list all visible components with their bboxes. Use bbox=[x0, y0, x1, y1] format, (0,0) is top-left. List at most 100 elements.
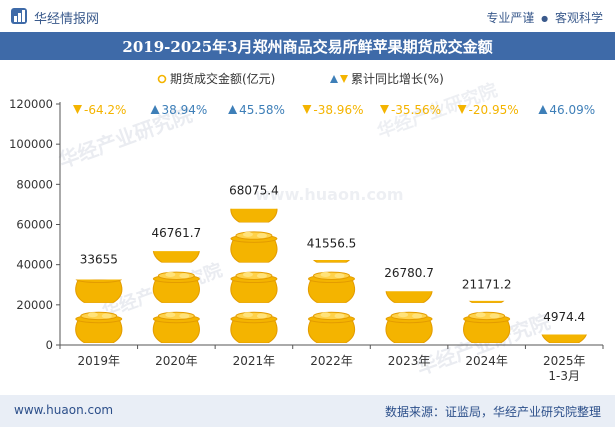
value-label: 41556.5 bbox=[307, 237, 357, 251]
growth-down-arrow bbox=[457, 105, 467, 114]
coin-highlight bbox=[256, 313, 267, 319]
growth-down-arrow bbox=[379, 105, 389, 114]
top-header: 华经情报网 专业严谨 ● 客观科学 bbox=[0, 0, 615, 34]
tagline: 专业严谨 ● 客观科学 bbox=[486, 9, 603, 26]
coin-highlight bbox=[165, 272, 176, 278]
pot-body bbox=[230, 280, 278, 303]
coin-highlight bbox=[101, 313, 112, 319]
coin-highlight bbox=[476, 272, 486, 277]
pot-body bbox=[541, 334, 587, 344]
growth-down-arrow bbox=[302, 105, 312, 114]
value-label: 4974.4 bbox=[543, 310, 585, 324]
growth-down-arrow bbox=[72, 105, 82, 114]
pot-body bbox=[307, 280, 356, 303]
x-tick-label: 2020年 bbox=[155, 354, 198, 368]
y-tick-label: 0 bbox=[46, 338, 53, 352]
growth-label: -35.56% bbox=[391, 103, 441, 117]
footer-source: 数据来源：证监局，华经产业研究院整理 bbox=[384, 405, 601, 419]
coin-highlight bbox=[242, 312, 253, 318]
coin-highlight bbox=[242, 231, 253, 237]
watermark: www.huaon.com bbox=[255, 185, 404, 204]
bar bbox=[541, 334, 587, 344]
coin-highlight bbox=[179, 313, 190, 319]
footer bbox=[0, 395, 615, 427]
coin-highlight bbox=[88, 272, 98, 277]
coin-highlight bbox=[179, 273, 190, 279]
x-tick-label: 2021年 bbox=[233, 354, 276, 368]
coin-highlight bbox=[398, 312, 409, 318]
coin-highlight bbox=[320, 312, 331, 318]
pot-body bbox=[152, 251, 200, 263]
coin-highlight bbox=[334, 313, 345, 319]
logo-icon bbox=[11, 8, 27, 24]
legend: 期货成交金额(亿元) 累计同比增长(%) bbox=[157, 71, 444, 86]
pot-body bbox=[75, 320, 123, 344]
x-tick-label: 2022年 bbox=[310, 354, 353, 368]
x-tick-label: 2023年 bbox=[388, 354, 431, 368]
tagline-separator: ● bbox=[541, 14, 549, 23]
bar bbox=[385, 291, 433, 344]
chart: 华经产业研究院 华经产业研究院 www.huaon.com 华经产业研究院 华经… bbox=[9, 71, 604, 383]
bar bbox=[230, 208, 278, 344]
growth-label: 38.94% bbox=[162, 103, 208, 117]
tagline-left: 专业严谨 bbox=[486, 11, 535, 25]
pot-body bbox=[385, 320, 433, 344]
y-tick-label: 40000 bbox=[16, 258, 53, 272]
pot-body bbox=[307, 320, 356, 344]
pot-body bbox=[313, 260, 350, 263]
coin-highlight bbox=[489, 313, 500, 319]
tagline-right: 客观科学 bbox=[554, 11, 603, 25]
value-labels: 33655 46761.7 68075.4 41556.5 26780.7 21171.2… bbox=[80, 183, 586, 324]
bar bbox=[463, 272, 511, 344]
axes: 0 20000 40000 60000 80000 100000 120000 2019年 20… bbox=[9, 97, 604, 383]
bars bbox=[75, 208, 587, 344]
pot-body bbox=[385, 291, 433, 303]
pot-body bbox=[152, 280, 200, 303]
coin-highlight bbox=[87, 312, 98, 318]
bar bbox=[307, 260, 356, 344]
growth-up-arrow bbox=[150, 105, 160, 114]
pot-coins bbox=[90, 279, 108, 280]
pot-body bbox=[75, 280, 123, 303]
chart-title: 2019-2025年3月郑州商品交易所鲜苹果期货成交金额 bbox=[122, 38, 493, 56]
pot-body bbox=[463, 320, 511, 344]
growth-label: 45.58% bbox=[239, 103, 285, 117]
value-label: 26780.7 bbox=[384, 266, 434, 280]
growth-label: -38.96% bbox=[313, 103, 363, 117]
growth-up-arrow bbox=[538, 105, 548, 114]
coin-highlight bbox=[412, 313, 423, 319]
pot-body bbox=[230, 208, 278, 223]
legend-label-growth: 累计同比增长(%) bbox=[351, 72, 444, 86]
x-tick-label: 2019年 bbox=[78, 354, 121, 368]
value-label: 46761.7 bbox=[152, 226, 202, 240]
x-tick-label: 1-3月 bbox=[548, 369, 580, 383]
growth-label: -20.95% bbox=[469, 103, 519, 117]
pot-body bbox=[468, 300, 505, 303]
legend-label-amount: 期货成交金额(亿元) bbox=[170, 71, 275, 86]
legend-coin-marker bbox=[157, 74, 167, 84]
coin-highlight bbox=[320, 272, 331, 278]
legend-down-marker bbox=[340, 75, 348, 83]
growth-up-arrow bbox=[228, 105, 238, 114]
coin-highlight bbox=[242, 272, 253, 278]
coin-highlight bbox=[102, 273, 112, 278]
coin-highlight bbox=[256, 273, 267, 279]
coin-highlight bbox=[256, 233, 267, 239]
legend-up-marker bbox=[330, 75, 338, 83]
footer-url[interactable]: www.huaon.com bbox=[14, 403, 114, 417]
coin-highlight bbox=[334, 273, 345, 279]
title-band bbox=[0, 32, 615, 60]
y-tick-label: 80000 bbox=[16, 177, 53, 191]
value-label: 33655 bbox=[80, 252, 118, 266]
pot-body bbox=[230, 320, 278, 344]
y-tick-label: 20000 bbox=[16, 298, 53, 312]
coin-highlight bbox=[165, 312, 176, 318]
bar bbox=[75, 272, 123, 344]
coin-highlight bbox=[475, 312, 486, 318]
y-tick-label: 60000 bbox=[16, 218, 53, 232]
site-name: 华经情报网 bbox=[34, 12, 100, 27]
y-tick-label: 100000 bbox=[9, 137, 53, 151]
growth-label: -64.2% bbox=[84, 103, 126, 117]
bar bbox=[152, 251, 200, 344]
value-label: 21171.2 bbox=[462, 277, 512, 291]
